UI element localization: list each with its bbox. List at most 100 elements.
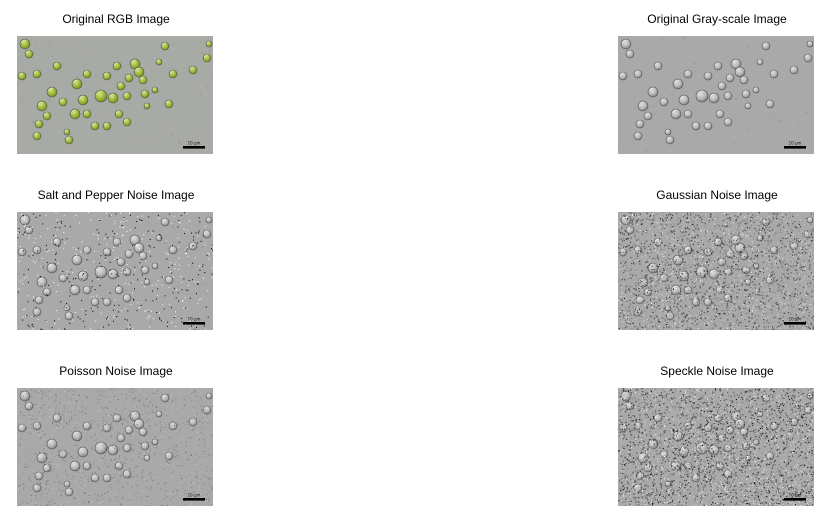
cell	[53, 414, 61, 422]
cell	[43, 288, 51, 296]
cell	[70, 109, 80, 119]
cell	[762, 42, 770, 50]
cell	[679, 95, 689, 105]
cell	[53, 238, 61, 246]
cell	[716, 462, 724, 470]
cell	[18, 72, 26, 80]
cell	[134, 419, 144, 429]
cell	[169, 422, 177, 430]
cell	[770, 70, 778, 78]
cell	[740, 76, 748, 84]
cell	[634, 70, 642, 78]
cell	[70, 285, 80, 295]
cell	[72, 255, 82, 265]
cell	[152, 439, 158, 445]
cell	[619, 424, 627, 432]
cell	[152, 87, 158, 93]
original-grayscale-image: 10 µm	[618, 36, 814, 154]
cell	[83, 70, 91, 78]
cell	[83, 462, 91, 470]
cell	[141, 90, 149, 98]
speckle-noise-image: 10 µm	[618, 388, 814, 506]
cell	[95, 442, 107, 454]
cell	[33, 132, 41, 140]
cell	[70, 461, 80, 471]
cell	[33, 246, 41, 254]
cell	[152, 263, 158, 269]
cell	[634, 132, 642, 140]
cell	[169, 246, 177, 254]
cell	[83, 110, 91, 118]
cell	[696, 90, 708, 102]
cell	[47, 87, 57, 97]
cell	[666, 136, 674, 144]
cell	[144, 103, 150, 109]
cell	[134, 243, 144, 253]
cell	[165, 100, 173, 108]
scale-bar-label: 10 µm	[789, 141, 802, 146]
cell	[724, 118, 732, 126]
cell	[59, 98, 67, 106]
cell	[123, 444, 131, 452]
cell	[72, 79, 82, 89]
cell	[78, 271, 88, 281]
cell	[33, 70, 41, 78]
cell	[679, 447, 689, 457]
cell	[684, 110, 692, 118]
cell	[718, 82, 726, 90]
scale-bar-label: 10 µm	[188, 141, 201, 146]
cell	[156, 411, 162, 417]
cell	[113, 62, 121, 70]
cell	[123, 294, 131, 302]
cell	[117, 82, 125, 90]
cell	[709, 93, 719, 103]
cell	[33, 308, 41, 316]
cell	[692, 122, 700, 130]
cell	[25, 402, 33, 410]
micrograph-svg: 10 µm	[618, 212, 814, 330]
cell	[626, 226, 634, 234]
cell	[47, 439, 57, 449]
cell	[103, 122, 111, 130]
cell	[704, 122, 712, 130]
cell	[161, 42, 169, 50]
cell	[766, 100, 774, 108]
micrograph-svg: 10 µm	[17, 36, 213, 154]
scale-bar-label: 10 µm	[188, 493, 201, 498]
scale-bar-label: 10 µm	[789, 493, 802, 498]
cell	[117, 258, 125, 266]
cell	[78, 95, 88, 105]
cell	[43, 112, 51, 120]
cell	[123, 92, 131, 100]
micrograph-svg: 10 µm	[618, 36, 814, 154]
micrograph-svg: 10 µm	[618, 388, 814, 506]
cell	[115, 286, 123, 294]
cell	[203, 54, 211, 62]
cell	[115, 110, 123, 118]
cell	[91, 122, 99, 130]
cell	[165, 452, 173, 460]
cell	[64, 129, 70, 135]
cell	[665, 129, 671, 135]
cell	[203, 230, 211, 238]
cell	[35, 472, 43, 480]
cell	[65, 312, 73, 320]
cell	[684, 70, 692, 78]
cell	[53, 62, 61, 70]
cell	[742, 90, 750, 98]
cell	[59, 274, 67, 282]
cell	[753, 87, 759, 93]
cell	[139, 76, 147, 84]
micrograph-svg: 10 µm	[17, 212, 213, 330]
cell	[206, 393, 212, 399]
cell	[91, 298, 99, 306]
cell	[64, 305, 70, 311]
panel-title: Poisson Noise Image	[17, 364, 215, 378]
cell	[673, 79, 683, 89]
original-rgb-image: 10 µm	[17, 36, 213, 154]
panel-title: Speckle Noise Image	[618, 364, 816, 378]
cell	[654, 62, 662, 70]
cell	[115, 462, 123, 470]
cell	[169, 70, 177, 78]
cell	[117, 434, 125, 442]
